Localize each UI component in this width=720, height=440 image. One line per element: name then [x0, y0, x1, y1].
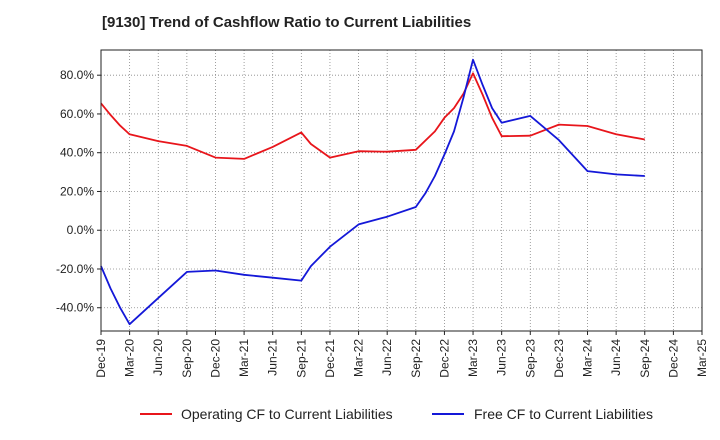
x-tick-label: Dec-19	[94, 339, 108, 378]
x-tick-label: Mar-20	[123, 339, 137, 377]
series-line-operating-cf	[100, 72, 645, 160]
x-tick-label: Jun-21	[266, 339, 280, 376]
legend-label: Operating CF to Current Liabilities	[181, 406, 393, 422]
x-tick-label: Mar-23	[466, 339, 480, 377]
x-tick-label: Dec-21	[323, 339, 337, 378]
x-tick-label: Sep-23	[523, 339, 537, 378]
y-tick-label: 40.0%	[60, 146, 94, 160]
x-tick-label: Mar-21	[237, 339, 251, 377]
x-tick-label: Sep-20	[180, 339, 194, 378]
y-axis-ticks: 80.0% 60.0% 40.0% 20.0% 0.0% -20.0% -40.0%	[56, 68, 101, 315]
x-tick-label: Dec-23	[552, 339, 566, 378]
x-tick-label: Mar-22	[352, 339, 366, 377]
y-tick-label: 20.0%	[60, 184, 94, 198]
x-tick-label: Mar-25	[695, 339, 709, 377]
x-tick-label: Sep-22	[409, 339, 423, 378]
x-tick-label: Jun-22	[380, 339, 394, 376]
y-tick-label: 60.0%	[60, 107, 94, 121]
grid-layer	[101, 50, 702, 331]
x-tick-label: Dec-20	[208, 339, 222, 378]
series-layer	[100, 58, 645, 326]
plot-frame	[100, 49, 703, 332]
y-tick-label: -40.0%	[56, 301, 94, 315]
chart-title: [9130] Trend of Cashflow Ratio to Curren…	[102, 14, 472, 31]
x-tick-label: Jun-23	[495, 339, 509, 376]
legend: Operating CF to Current Liabilities Free …	[140, 406, 653, 422]
y-tick-label: -20.0%	[56, 262, 94, 276]
x-tick-label: Sep-21	[294, 339, 308, 378]
x-tick-label: Jun-24	[609, 339, 623, 376]
x-axis-ticks: Dec-19 Mar-20 Jun-20 Sep-20 Dec-20 Mar-21 Jun-…	[94, 331, 709, 378]
series-line-free-cf	[100, 58, 645, 326]
y-tick-label: 80.0%	[60, 68, 94, 82]
x-tick-label: Dec-22	[437, 339, 451, 378]
x-tick-label: Dec-24	[666, 339, 680, 378]
legend-label: Free CF to Current Liabilities	[474, 406, 653, 422]
x-tick-label: Mar-24	[581, 339, 595, 377]
y-tick-label: 0.0%	[67, 223, 95, 237]
x-tick-label: Jun-20	[151, 339, 165, 376]
x-tick-label: Sep-24	[638, 339, 652, 378]
